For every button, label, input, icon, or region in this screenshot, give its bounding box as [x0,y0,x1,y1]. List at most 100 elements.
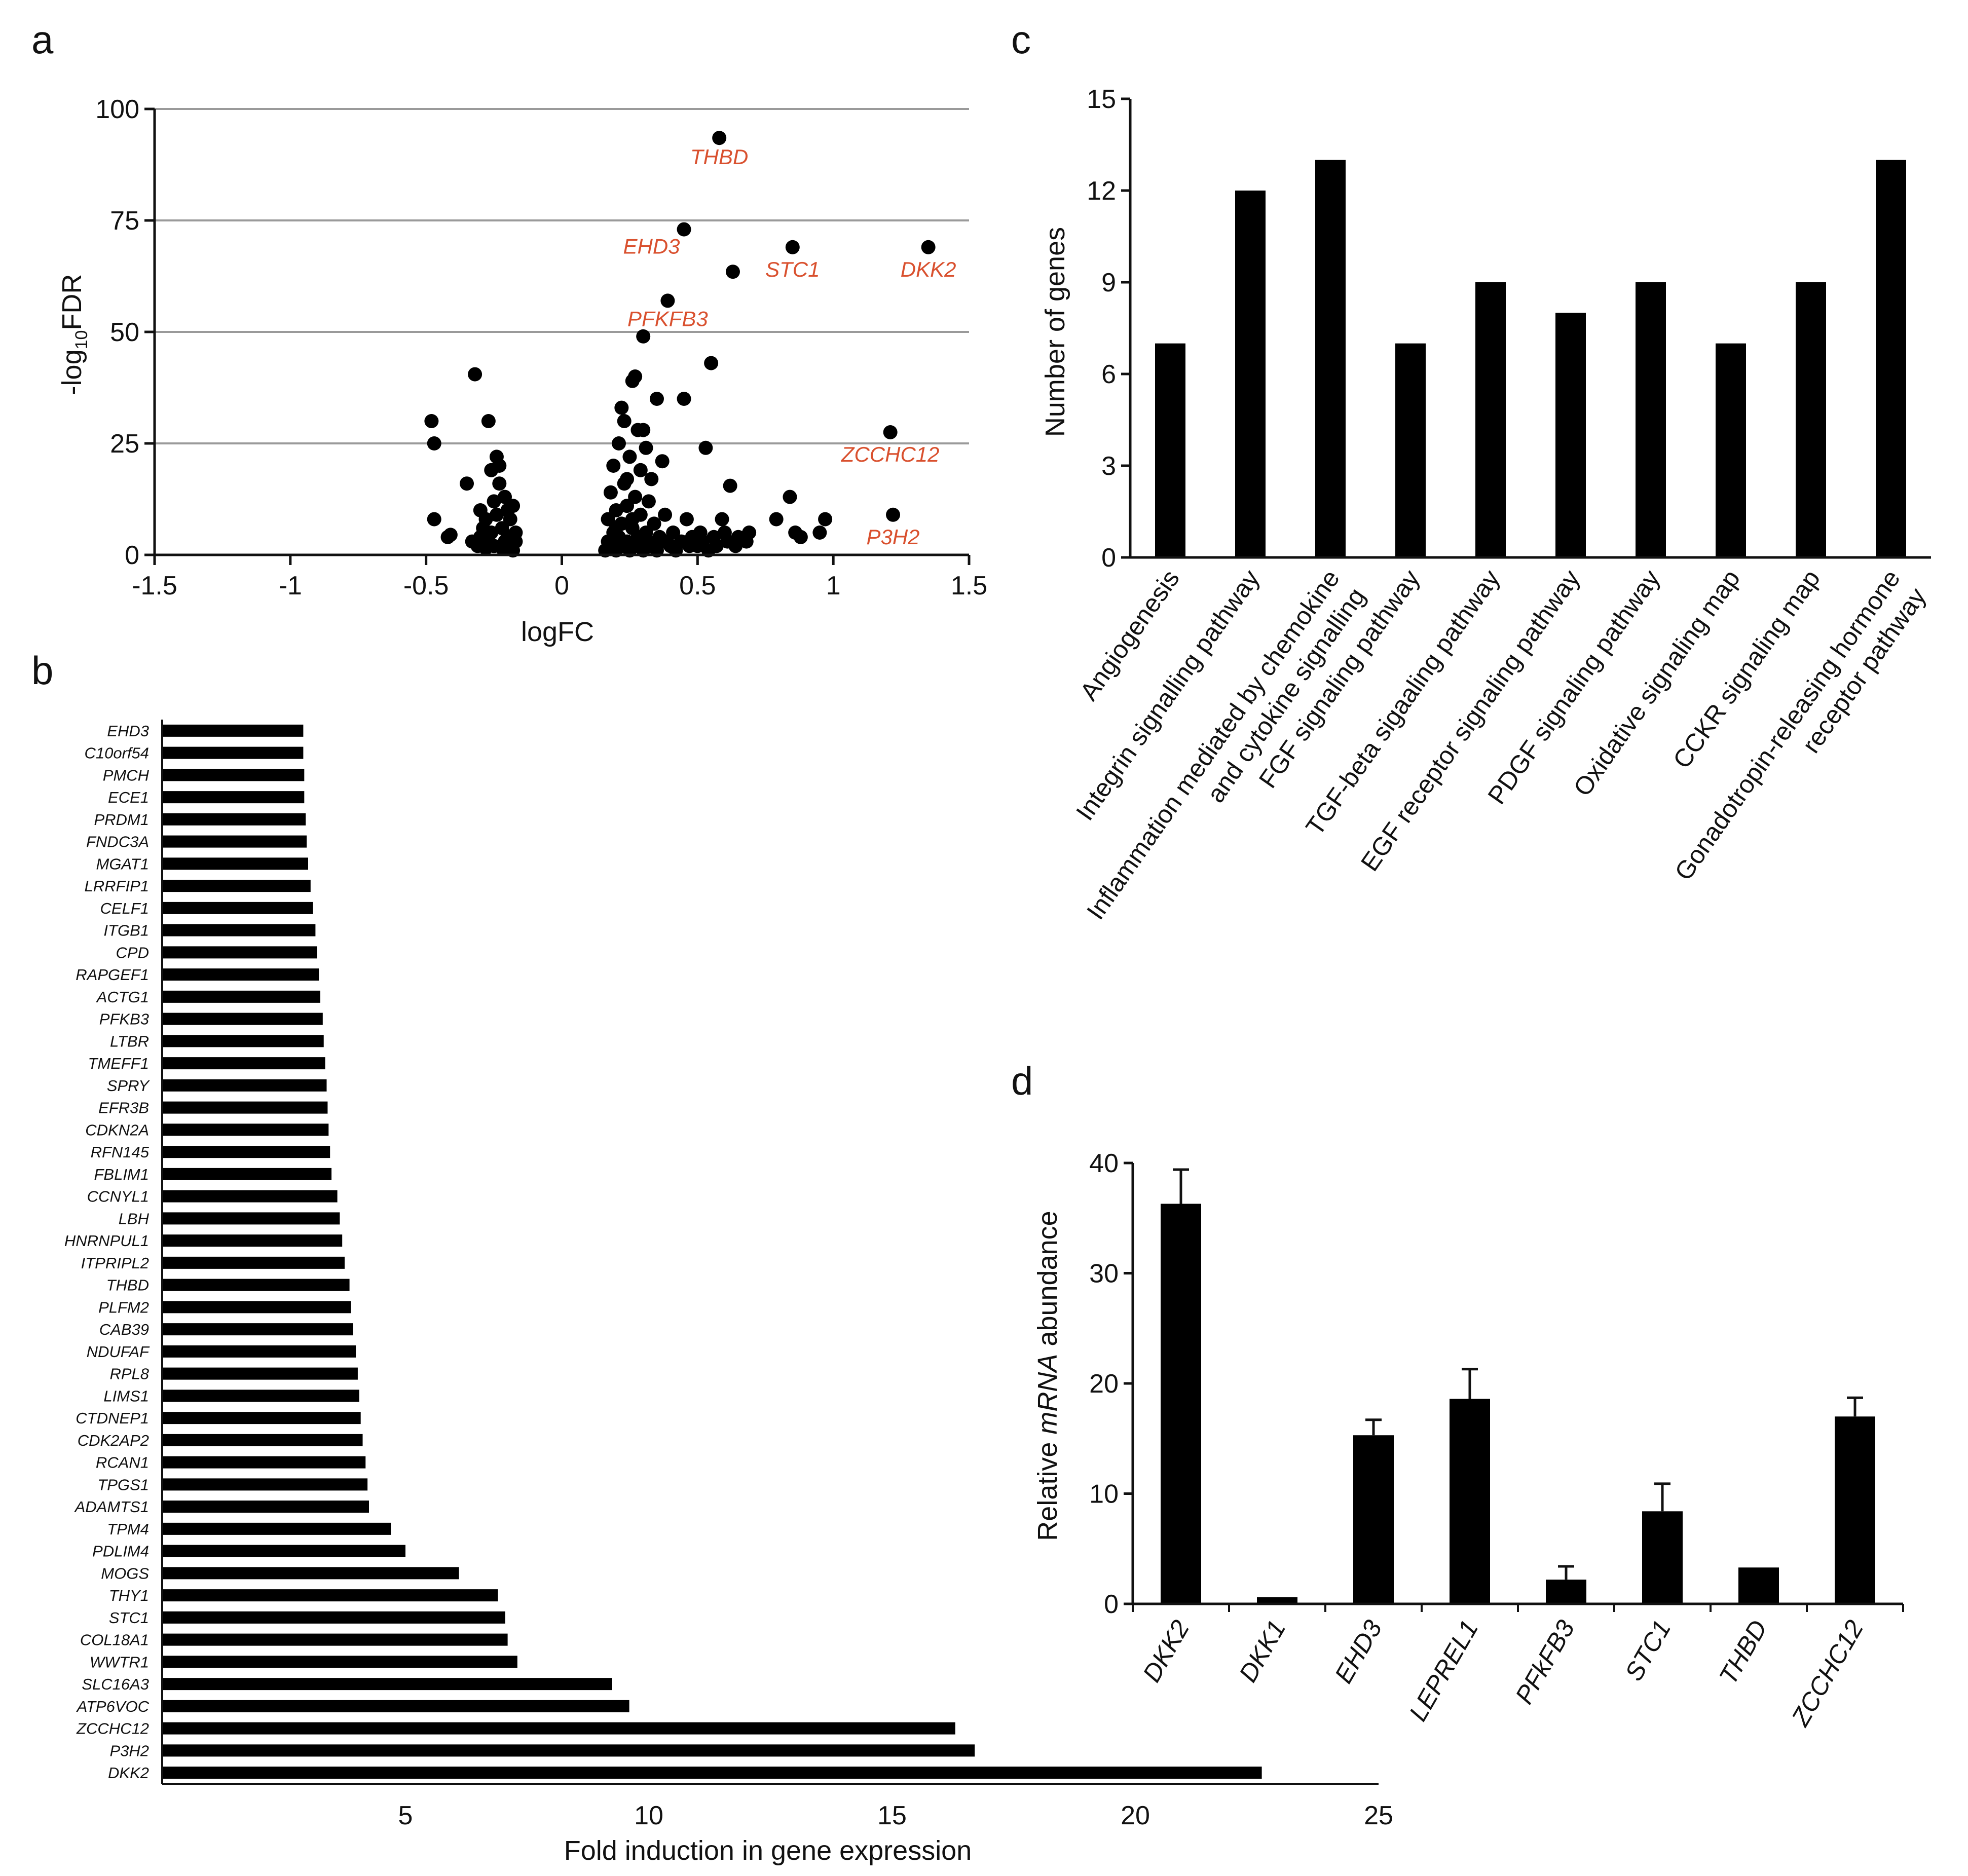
fold-induction-bar [162,1012,323,1025]
fold-induction-bar [162,1633,508,1646]
fold-induction-gene-label: STC1 [109,1609,149,1627]
volcano-point [677,392,691,406]
fold-induction-bar [162,1656,517,1668]
volcano-point [725,265,740,279]
volcano-x-tick-label: -0.5 [403,571,449,601]
mrna-abundance-y-tick-label: 40 [1089,1149,1119,1178]
fold-induction-bar [162,1412,361,1424]
volcano-point [644,472,659,486]
volcano-point [698,440,713,455]
pathway-genes-y-tick-label: 0 [1101,543,1116,573]
fold-induction-x-tick-label: 5 [398,1801,413,1830]
volcano-point [614,400,629,415]
fold-induction-bar [162,1500,369,1513]
fold-induction-gene-label: NDUFAF [87,1343,150,1361]
fold-induction-bar [162,1522,391,1535]
fold-induction-bar [162,1722,955,1735]
fold-induction-gene-label: THY1 [109,1587,149,1604]
fold-induction-bar [162,1767,1262,1779]
fold-induction-bar [162,1123,329,1136]
mrna-gene-label: THBD [1714,1616,1773,1690]
volcano-x-tick-label: 1.5 [951,571,987,601]
fold-induction-gene-label: ATP6VOC [76,1698,150,1715]
volcano-point [484,526,499,540]
fold-induction-bar [162,1744,975,1757]
volcano-x-tick-label: 0 [554,571,569,601]
volcano-y-tick-label: 75 [110,206,139,236]
fold-induction-gene-label: RPL8 [109,1365,149,1383]
pathway-genes-bar [1555,313,1586,557]
fold-induction-gene-label: PMCH [103,766,150,784]
mrna-abundance-bar [1161,1204,1201,1604]
fold-induction-bar [162,813,306,826]
fold-induction-gene-label: P3H2 [109,1742,149,1759]
fold-induction-gene-label: EFR3B [98,1099,149,1117]
fold-induction-gene-label: PRDM1 [94,811,149,829]
volcano-x-tick-label: 0.5 [679,571,716,601]
mrna-gene-label: PFkFB3 [1510,1615,1580,1709]
volcano-gene-label: THBD [690,145,748,169]
fold-induction-bar [162,1678,612,1691]
fold-induction-gene-label: CAB39 [99,1321,149,1338]
volcano-point [478,541,493,555]
volcano-point [812,526,827,540]
fold-induction-gene-label: COL18A1 [80,1631,149,1649]
volcano-point [715,512,729,527]
volcano-gene-label: PFKFB3 [627,307,708,330]
fold-induction-gene-label: ACTG1 [96,988,149,1006]
pathway-genes-bar [1716,343,1746,557]
mrna-abundance-y-axis-title: Relative mRNA abundance [1032,1211,1063,1541]
pathway-genes-y-tick-label: 9 [1101,268,1116,297]
volcano-gene-label: DKK2 [901,257,956,281]
fold-induction-bar [162,1146,330,1158]
fold-induction-gene-label: THBD [106,1277,149,1294]
fold-induction-gene-label: CTDNEP1 [76,1409,149,1427]
fold-induction-gene-label: ZCCHC12 [76,1720,149,1738]
volcano-point [460,476,474,491]
mrna-gene-label: DKK1 [1234,1616,1291,1687]
volcano-point [427,512,441,527]
volcano-highlight-point [785,240,800,254]
volcano-gene-label: ZCCHC12 [841,442,940,466]
fold-induction-bar [162,924,316,936]
fold-induction-chart: EHD3 C10orf54 PMCH ECE1 PRDM1 FNDC3A MGAT1 LRRF… [64,720,1393,1866]
volcano-highlight-point [886,507,901,522]
fold-induction-gene-label: CDK2AP2 [78,1432,149,1449]
volcano-point [603,485,618,500]
fold-induction-bar [162,1367,358,1380]
fold-induction-bar [162,791,305,804]
fold-induction-x-tick-label: 10 [634,1801,663,1830]
mrna-abundance-bar [1738,1567,1779,1604]
mrna-abundance-bar [1642,1511,1683,1604]
volcano-point [617,414,632,428]
volcano-point [633,463,648,477]
mrna-abundance-y-tick-label: 20 [1089,1369,1119,1399]
fold-induction-bar [162,946,317,959]
mrna-abundance-y-tick-label: 0 [1104,1590,1119,1619]
fold-induction-bar [162,1567,459,1580]
fold-induction-bar [162,1101,328,1114]
fold-induction-bar [162,1035,324,1047]
volcano-x-tick-label: 1 [826,571,841,601]
volcano-point [611,436,626,451]
fold-induction-gene-label: ADAMTS1 [74,1498,149,1516]
fold-induction-x-tick-label: 20 [1121,1801,1150,1830]
volcano-highlight-point [883,425,898,439]
fold-induction-bar [162,1212,340,1225]
fold-induction-gene-label: SPRY [107,1077,151,1095]
volcano-y-tick-label: 0 [125,541,139,570]
pathway-genes-y-axis-title: Number of genes [1040,227,1070,437]
fold-induction-gene-label: SLC16A3 [82,1675,149,1693]
mrna-abundance-bar [1257,1597,1297,1604]
volcano-point [742,526,757,540]
volcano-point [818,512,833,527]
volcano-point [473,503,488,517]
volcano-point [606,459,621,473]
volcano-point [679,512,694,527]
fold-induction-bar [162,724,304,737]
volcano-point [609,521,623,536]
pathway-genes-y-tick-label: 12 [1087,176,1116,206]
volcano-point [793,530,808,544]
volcano-point [658,507,673,522]
